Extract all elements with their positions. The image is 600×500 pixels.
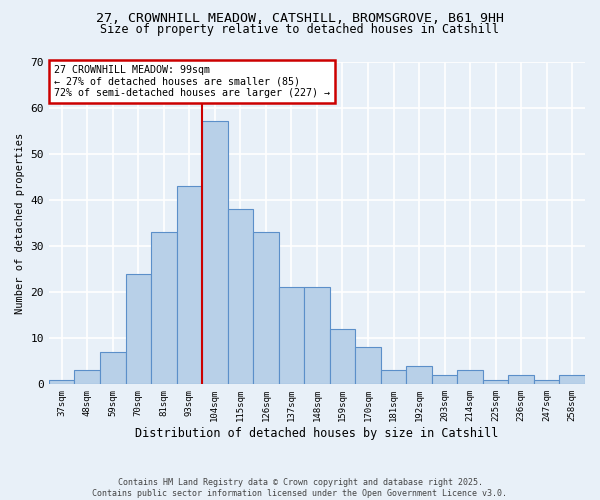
Bar [457, 370, 483, 384]
Text: 27, CROWNHILL MEADOW, CATSHILL, BROMSGROVE, B61 9HH: 27, CROWNHILL MEADOW, CATSHILL, BROMSGRO… [96, 12, 504, 26]
Text: Size of property relative to detached houses in Catshill: Size of property relative to detached ho… [101, 22, 499, 36]
Bar [381, 370, 406, 384]
Bar [534, 380, 559, 384]
Bar [406, 366, 432, 384]
Bar [49, 380, 74, 384]
Bar [304, 288, 330, 384]
Bar [483, 380, 508, 384]
Bar [151, 232, 176, 384]
Text: 27 CROWNHILL MEADOW: 99sqm
← 27% of detached houses are smaller (85)
72% of semi: 27 CROWNHILL MEADOW: 99sqm ← 27% of deta… [54, 64, 330, 98]
Bar [74, 370, 100, 384]
Bar [227, 209, 253, 384]
Bar [202, 122, 227, 384]
Bar [508, 375, 534, 384]
Bar [100, 352, 125, 384]
Bar [355, 348, 381, 385]
Bar [176, 186, 202, 384]
Bar [253, 232, 278, 384]
X-axis label: Distribution of detached houses by size in Catshill: Distribution of detached houses by size … [135, 427, 499, 440]
Bar [432, 375, 457, 384]
Y-axis label: Number of detached properties: Number of detached properties [15, 132, 25, 314]
Bar [330, 329, 355, 384]
Text: Contains HM Land Registry data © Crown copyright and database right 2025.
Contai: Contains HM Land Registry data © Crown c… [92, 478, 508, 498]
Bar [278, 288, 304, 384]
Bar [125, 274, 151, 384]
Bar [559, 375, 585, 384]
